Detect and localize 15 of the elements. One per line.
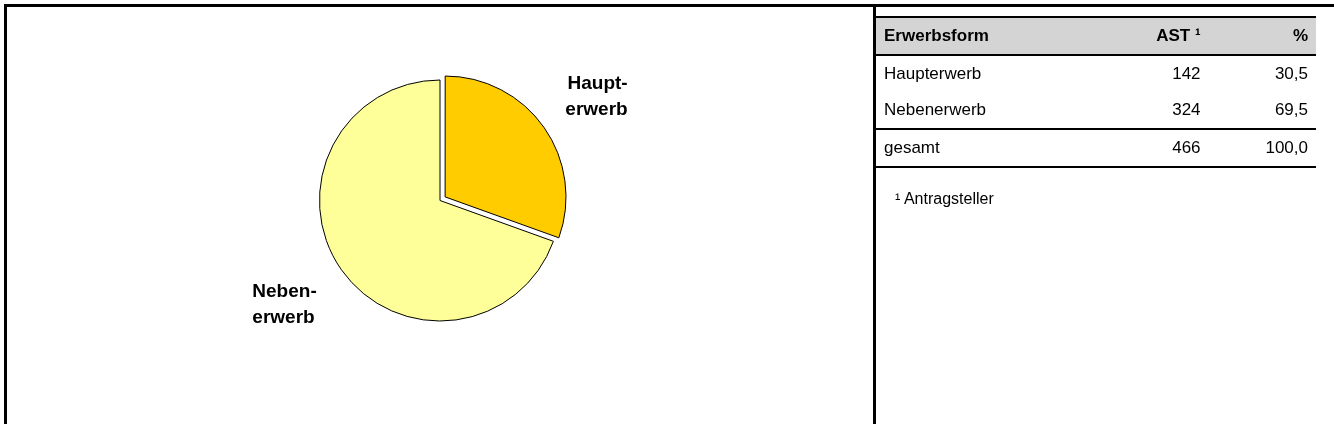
text: 100,0 [1208, 129, 1316, 167]
text: Erwerbsform [876, 17, 1098, 55]
text: % [1208, 17, 1316, 55]
text: AST ¹ [1097, 17, 1209, 55]
text: Nebenerwerb [883, 99, 988, 121]
text: 142 [1171, 63, 1202, 85]
text: Haupterwerb [883, 63, 983, 85]
slice-label: Neben- erwerb [252, 279, 317, 327]
text: 30,5 [1273, 63, 1309, 85]
text: 69,5 [1273, 99, 1309, 121]
text: 324 [1171, 99, 1202, 121]
text: 466 [1097, 129, 1209, 167]
slice-label: Haupt- erwerb [565, 71, 628, 119]
text: ¹ Antragsteller [895, 190, 994, 208]
text: gesamt [876, 129, 1098, 167]
